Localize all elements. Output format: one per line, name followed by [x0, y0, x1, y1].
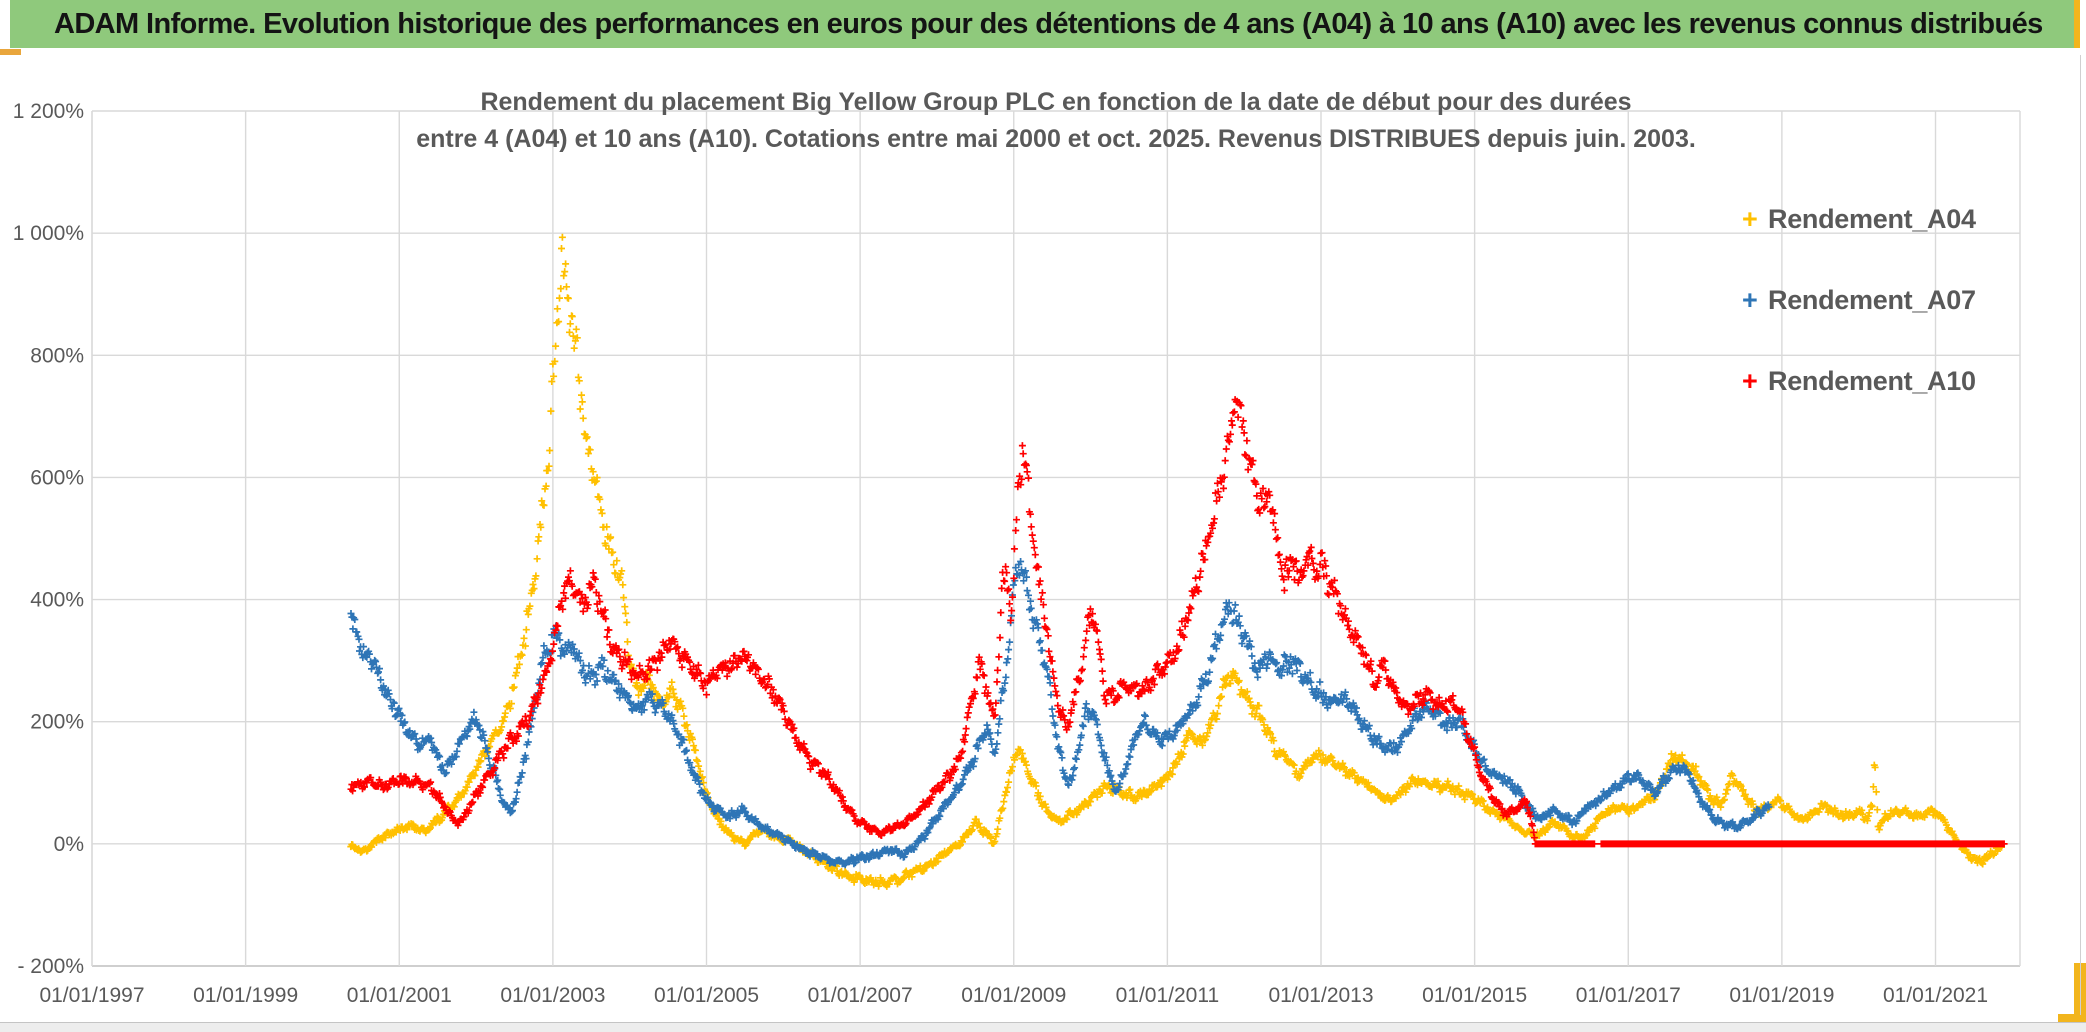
series-Rendement_A10 — [347, 396, 2008, 848]
x-tick-label: 01/01/1997 — [39, 984, 144, 1007]
chart-title-line-2: entre 4 (A04) et 10 ans (A10). Cotations… — [416, 125, 1696, 153]
sheet-title-banner: ADAM Informe. Evolution historique des p… — [10, 0, 2080, 48]
worksheet-next-row-strip — [0, 1022, 2086, 1032]
plus-marker-icon: + — [1742, 366, 1758, 396]
y-tick-label: 200% — [30, 711, 84, 734]
x-tick-label: 01/01/2003 — [500, 984, 605, 1007]
x-tick-label: 01/01/2001 — [347, 984, 452, 1007]
series-Rendement_A07 — [347, 558, 1773, 869]
x-tick-label: 01/01/2009 — [961, 984, 1066, 1007]
x-tick-label: 01/01/2013 — [1268, 984, 1373, 1007]
y-tick-label: 1 200% — [13, 100, 84, 123]
plus-marker-icon: + — [1742, 204, 1758, 234]
legend-item-Rendement_A07[interactable]: + Rendement_A07 — [1742, 277, 1976, 323]
legend-item-Rendement_A04[interactable]: + Rendement_A04 — [1742, 196, 1976, 242]
series-Rendement_A04 — [347, 233, 2005, 890]
chart-frame-border — [2080, 55, 2081, 1015]
x-tick-label: 01/01/2017 — [1576, 984, 1681, 1007]
banner-title-text: ADAM Informe. Evolution historique des p… — [54, 7, 2043, 40]
banner-gold-accent — [2074, 0, 2080, 48]
legend-label: Rendement_A04 — [1768, 203, 1976, 234]
x-tick-label: 01/01/2015 — [1422, 984, 1527, 1007]
plus-marker-icon: + — [1742, 285, 1758, 315]
gold-accent-bottom-right-horizontal — [2058, 1014, 2086, 1022]
x-tick-label: 01/01/2005 — [654, 984, 759, 1007]
x-tick-label: 01/01/2021 — [1883, 984, 1988, 1007]
y-tick-label: 600% — [30, 466, 84, 489]
x-tick-label: 01/01/1999 — [193, 984, 298, 1007]
y-tick-label: 400% — [30, 589, 84, 612]
y-tick-label: 800% — [30, 344, 84, 367]
legend-item-Rendement_A10[interactable]: + Rendement_A10 — [1742, 358, 1976, 404]
y-tick-label: 0% — [54, 833, 84, 856]
y-tick-label: - 200% — [17, 955, 84, 978]
x-tick-label: 01/01/2019 — [1729, 984, 1834, 1007]
x-tick-label: 01/01/2011 — [1116, 984, 1220, 1007]
chart-legend: + Rendement_A04 + Rendement_A07 + Rendement_A… — [1742, 196, 1976, 439]
gold-accent-top-left — [0, 49, 21, 55]
y-tick-label: 1 000% — [13, 222, 84, 245]
legend-label: Rendement_A10 — [1768, 365, 1976, 396]
legend-label: Rendement_A07 — [1768, 284, 1976, 315]
x-tick-label: 01/01/2007 — [808, 984, 913, 1007]
chart-title-line-1: Rendement du placement Big Yellow Group … — [480, 88, 1632, 116]
